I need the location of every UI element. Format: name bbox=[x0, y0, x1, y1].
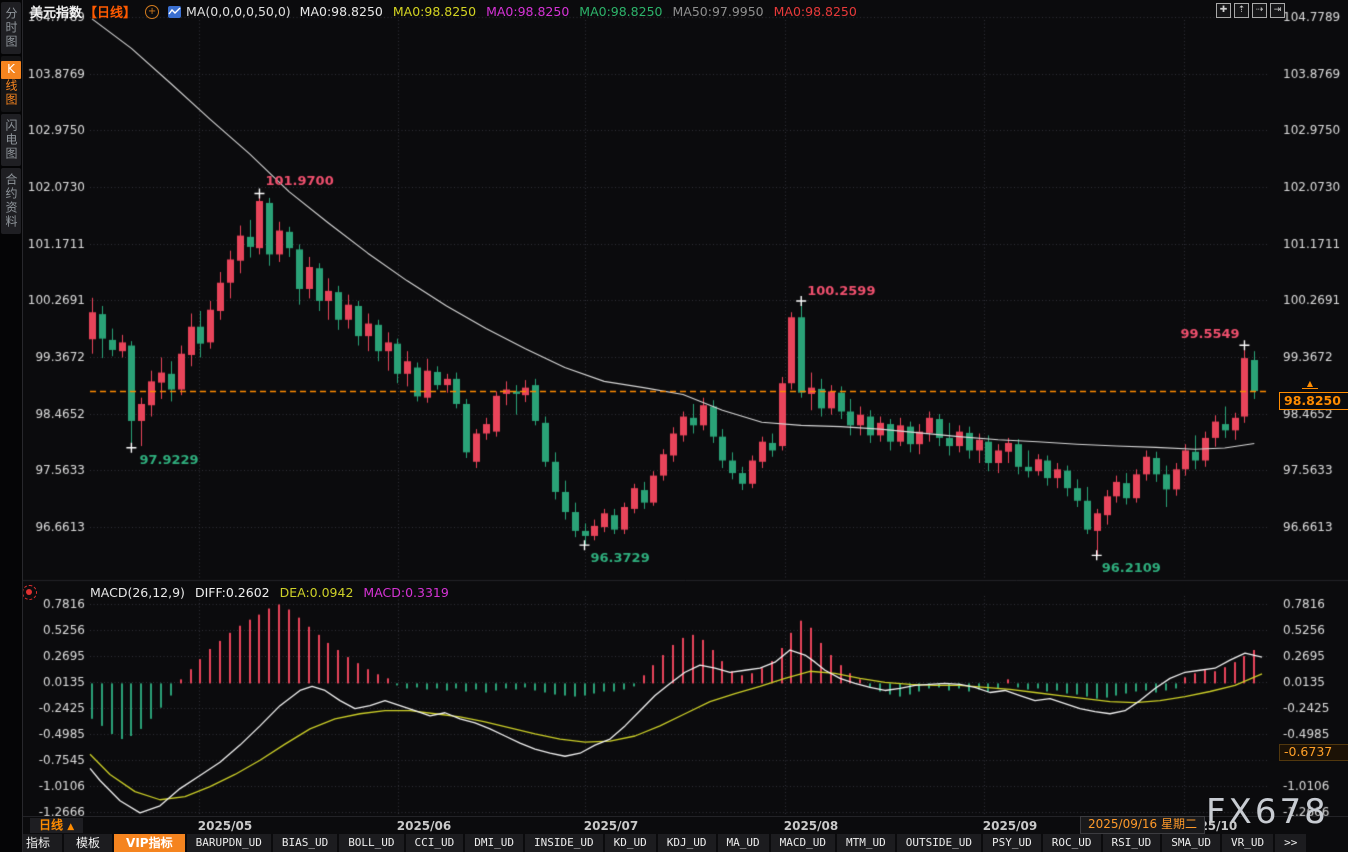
macd-value-badge: -0.6737 bbox=[1279, 744, 1348, 761]
ma-value-label-1: MA0:98.8250 bbox=[392, 4, 477, 19]
macd-diff-label: DIFF:0.2602 bbox=[194, 585, 270, 600]
ma-value-label-2: MA0:98.8250 bbox=[486, 4, 570, 19]
indicator-button-cci_ud[interactable]: CCI_UD bbox=[405, 834, 464, 852]
indicator-button-vr_ud[interactable]: VR_UD bbox=[1222, 834, 1274, 852]
indicator-settings-icon[interactable] bbox=[22, 585, 37, 600]
chart-type-sidebar: 分时图 K线图 闪电图 合约资料 bbox=[0, 0, 23, 852]
site-watermark: FX678 bbox=[1206, 792, 1329, 832]
month-label-2025-05: 2025/05 bbox=[197, 819, 253, 833]
indicator-button-kd_ud[interactable]: KD_UD bbox=[604, 834, 656, 852]
symbol-title: 美元指数 bbox=[30, 6, 83, 21]
indicator-button-psy_ud[interactable]: PSY_UD bbox=[983, 834, 1041, 852]
indicator-button-macd_ud[interactable]: MACD_UD bbox=[770, 834, 836, 852]
indicator-badge-icon bbox=[168, 5, 182, 18]
indicator-button-kdj_ud[interactable]: KDJ_UD bbox=[657, 834, 716, 852]
pan-icon[interactable]: ✚ bbox=[1216, 3, 1231, 18]
indicator-button-rsi_ud[interactable]: RSI_UD bbox=[1102, 834, 1161, 852]
fit-vertical-icon[interactable]: ⇡ bbox=[1234, 3, 1249, 18]
ma-value-label-4: MA50:97.9950 bbox=[672, 4, 764, 19]
last-price-badge: 98.8250 bbox=[1279, 392, 1348, 410]
chart-header: 美元指数 【日线】 + MA(0,0,0,0,50,0) MA0:98.8250… bbox=[30, 3, 857, 21]
add-indicator-icon[interactable]: + bbox=[145, 4, 160, 19]
ma-value-label-0: MA0:98.8250 bbox=[299, 4, 383, 19]
indicator-button-inside_ud[interactable]: INSIDE_UD bbox=[525, 834, 603, 852]
sidebar-item-2[interactable]: 闪电图 bbox=[1, 114, 21, 166]
indicator-toolbar: 指标 模板 VIP指标 BARUPDN_UD BIAS_UD BOLL_UD CCI_UD D… bbox=[0, 834, 1348, 852]
indicator-button-dmi_ud[interactable]: DMI_UD bbox=[465, 834, 524, 852]
time-axis-strip: 日线 ▲ bbox=[23, 816, 1348, 835]
sidebar-item-3[interactable]: 合约资料 bbox=[1, 168, 21, 234]
indicator-button-roc_ud[interactable]: ROC_UD bbox=[1042, 834, 1101, 852]
toolbar-more-button[interactable]: >> bbox=[1275, 834, 1307, 852]
toolbar-tab-0[interactable]: 指标 bbox=[14, 834, 63, 852]
period-tag: 【日线】 bbox=[84, 6, 137, 21]
chart-window-tools: ✚ ⇡ ⇢ ⇥ bbox=[1216, 3, 1285, 18]
macd-header: MACD(26,12,9) DIFF:0.2602 DEA:0.0942 MAC… bbox=[90, 585, 449, 600]
fit-horizontal-icon[interactable]: ⇢ bbox=[1252, 3, 1267, 18]
ma-settings-label: MA(0,0,0,0,50,0) bbox=[186, 4, 291, 19]
month-label-2025-06: 2025/06 bbox=[396, 819, 452, 833]
indicator-button-mtm_ud[interactable]: MTM_UD bbox=[837, 834, 895, 852]
indicator-button-barupdn_ud[interactable]: BARUPDN_UD bbox=[186, 834, 271, 852]
indicator-button-ma_ud[interactable]: MA_UD bbox=[717, 834, 769, 852]
ma-value-label-5: MA0:98.8250 bbox=[773, 4, 857, 19]
date-tooltip: 2025/09/16 星期二 bbox=[1080, 816, 1205, 834]
month-label-2025-09: 2025/09 bbox=[982, 819, 1038, 833]
toolbar-tab-1[interactable]: 模板 bbox=[64, 834, 113, 852]
indicator-button-sma_ud[interactable]: SMA_UD bbox=[1162, 834, 1220, 852]
macd-macd-label: MACD:0.3319 bbox=[363, 585, 449, 600]
month-label-2025-07: 2025/07 bbox=[583, 819, 639, 833]
sidebar-item-0[interactable]: 分时图 bbox=[1, 2, 21, 54]
ma-value-label-3: MA0:98.8250 bbox=[579, 4, 663, 19]
indicator-button-boll_ud[interactable]: BOLL_UD bbox=[339, 834, 404, 852]
chevron-up-icon: ▲ bbox=[67, 822, 75, 832]
sidebar-item-1[interactable]: K线图 bbox=[1, 56, 21, 112]
last-price-marker-icon: ▲ bbox=[1302, 379, 1318, 389]
indicator-button-outside_ud[interactable]: OUTSIDE_UD bbox=[896, 834, 981, 852]
macd-dea-label: DEA:0.0942 bbox=[279, 585, 354, 600]
indicator-button-bias_ud[interactable]: BIAS_UD bbox=[272, 834, 338, 852]
snap-right-icon[interactable]: ⇥ bbox=[1270, 3, 1285, 18]
month-label-2025-08: 2025/08 bbox=[783, 819, 839, 833]
ma-values: MA0:98.8250 MA0:98.8250 MA0:98.8250 MA0:98.… bbox=[300, 4, 857, 19]
macd-formula-label: MACD(26,12,9) bbox=[90, 585, 185, 600]
toolbar-tab-2[interactable]: VIP指标 bbox=[114, 834, 185, 852]
period-selector[interactable]: 日线 ▲ bbox=[30, 818, 84, 833]
